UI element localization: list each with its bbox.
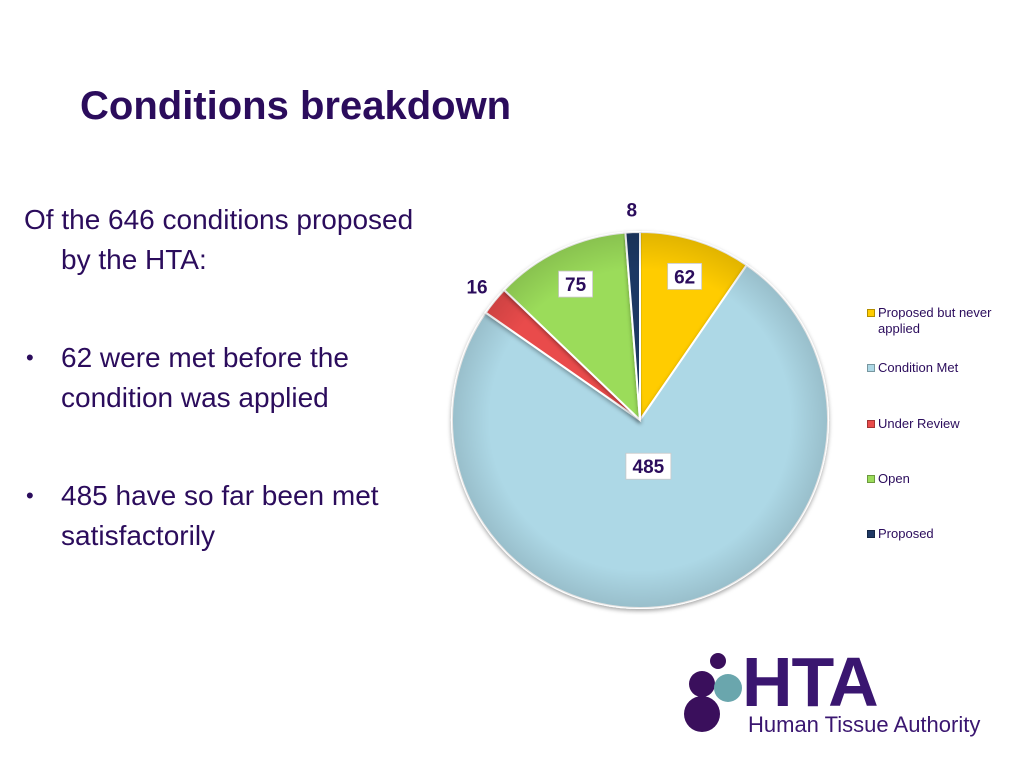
legend-label: Condition Met xyxy=(878,360,959,375)
legend-swatch xyxy=(867,530,875,538)
data-label: 16 xyxy=(466,278,487,299)
legend-swatch xyxy=(867,475,875,483)
legend-swatch xyxy=(867,420,875,428)
legend-label: Proposed but never applied xyxy=(878,305,992,336)
bullet-item-met-satisfactorily: • 485 have so far been met satisfactoril… xyxy=(24,476,434,556)
legend-swatch xyxy=(867,309,875,317)
legend-item: Proposed but never applied xyxy=(866,305,1016,337)
data-label: 485 xyxy=(633,457,665,478)
data-label-box xyxy=(667,262,703,290)
molecule-circles-icon xyxy=(684,653,742,732)
slide-body: Of the 646 conditions proposed by the HT… xyxy=(24,200,434,556)
legend-label: Proposed xyxy=(878,526,934,541)
slide-title: Conditions breakdown xyxy=(80,84,512,128)
data-label: 75 xyxy=(565,275,587,296)
bullet-icon: • xyxy=(26,483,34,508)
hta-logo: HTA Human Tissue Authority xyxy=(680,643,981,748)
bullet-text: 62 were met before the condition was app… xyxy=(61,342,349,413)
bullet-list: • 62 were met before the condition was a… xyxy=(24,338,434,556)
legend-item: Proposed xyxy=(866,526,934,542)
data-label: 8 xyxy=(627,201,638,222)
logo-wordmark: HTA xyxy=(742,643,879,721)
legend-label: Open xyxy=(878,471,910,486)
legend-item: Open xyxy=(866,471,910,487)
bullet-text: 485 have so far been met satisfactorily xyxy=(61,480,379,551)
logo-subtitle: Human Tissue Authority xyxy=(748,712,981,737)
legend-label: Under Review xyxy=(878,416,960,431)
bullet-item-met-before: • 62 were met before the condition was a… xyxy=(24,338,434,418)
intro-text: Of the 646 conditions proposed by the HT… xyxy=(24,204,414,275)
pie-labels: 62 485 16 75 8 xyxy=(466,201,703,480)
data-label-box xyxy=(558,270,593,298)
bullet-icon: • xyxy=(26,345,34,370)
data-label: 62 xyxy=(674,267,695,288)
legend-item: Under Review xyxy=(866,416,960,432)
conditions-pie-chart: 62 485 16 75 8 xyxy=(451,201,829,609)
data-label-box xyxy=(625,452,672,480)
pie-slices xyxy=(451,230,829,609)
legend-swatch xyxy=(867,364,875,372)
legend-item: Condition Met xyxy=(866,360,958,376)
